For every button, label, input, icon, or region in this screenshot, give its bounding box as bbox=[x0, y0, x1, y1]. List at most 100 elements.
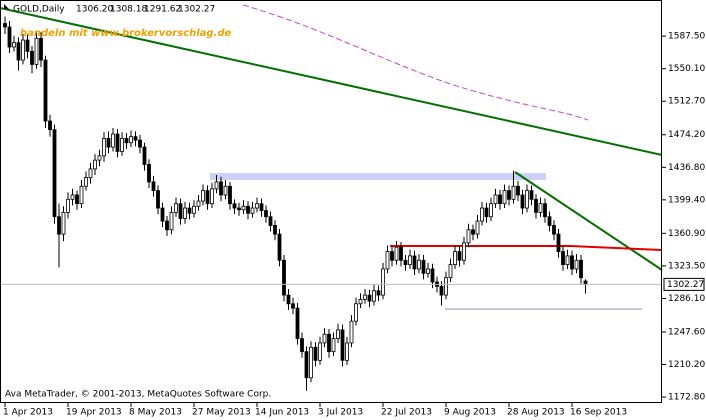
candle-body bbox=[403, 259, 408, 266]
candle-body bbox=[75, 194, 79, 205]
quote-close: 1302.27 bbox=[178, 5, 215, 15]
y-tick-label: 1360.90 bbox=[668, 229, 705, 239]
x-tick-label: 16 Sep 2013 bbox=[570, 408, 627, 418]
candle-body bbox=[543, 203, 547, 218]
candle-body bbox=[444, 277, 448, 296]
candle-body bbox=[493, 194, 498, 205]
candle-body bbox=[12, 42, 16, 48]
candle-body bbox=[367, 294, 372, 302]
candle-body bbox=[156, 190, 160, 209]
candle-body bbox=[448, 264, 453, 279]
y-tick-label: 1399.40 bbox=[668, 195, 705, 205]
candle-body bbox=[106, 137, 111, 148]
candle-body bbox=[7, 26, 12, 48]
candle-body bbox=[214, 181, 219, 190]
candle-body bbox=[255, 203, 259, 209]
candle-body bbox=[412, 255, 417, 270]
plot bbox=[0, 16, 662, 391]
candle-body bbox=[111, 133, 115, 148]
candle-body bbox=[349, 320, 354, 344]
x-tick-label: 9 Aug 2013 bbox=[444, 408, 496, 418]
symbol: GOLD,Daily bbox=[13, 5, 65, 15]
candle-body bbox=[475, 220, 480, 235]
candle-body bbox=[97, 155, 102, 161]
candle-body bbox=[421, 259, 426, 274]
candle-body bbox=[250, 207, 255, 214]
candle-body bbox=[129, 136, 133, 144]
y-tick-label: 1286.10 bbox=[668, 294, 705, 304]
trend-line bbox=[514, 171, 663, 271]
candle-body bbox=[160, 207, 165, 222]
y-tick-label: 1474.20 bbox=[668, 130, 705, 140]
candle-body bbox=[480, 207, 484, 222]
candle-body bbox=[372, 290, 376, 302]
candle-body bbox=[142, 146, 147, 165]
candle-body bbox=[489, 203, 493, 218]
candle-body bbox=[502, 190, 507, 205]
x-tick-label: 1 Apr 2013 bbox=[3, 408, 53, 418]
candle-body bbox=[219, 181, 223, 196]
candle-body bbox=[210, 188, 214, 205]
candle-body bbox=[277, 233, 282, 261]
candle-body bbox=[574, 259, 579, 270]
price-tag bbox=[663, 277, 705, 291]
candle-body bbox=[354, 303, 358, 322]
price-tag-label: 1302.27 bbox=[667, 280, 704, 290]
candle-body bbox=[399, 246, 403, 261]
moving-average bbox=[242, 4, 589, 121]
candle-body bbox=[556, 233, 561, 252]
x-tick-label: 22 Jul 2013 bbox=[381, 408, 432, 418]
candle-body bbox=[268, 216, 273, 226]
candle-body bbox=[394, 246, 399, 261]
y-tick-label: 1323.50 bbox=[668, 261, 705, 271]
candle-body bbox=[583, 280, 588, 285]
candle-body bbox=[16, 42, 21, 61]
candle-body bbox=[309, 346, 313, 379]
quote-high: 1308.18 bbox=[110, 5, 147, 15]
candle-body bbox=[345, 342, 349, 361]
plot-frame bbox=[0, 0, 662, 403]
candle-body bbox=[525, 190, 529, 209]
candle-body bbox=[520, 194, 525, 209]
candle-body bbox=[390, 251, 394, 261]
candle-body bbox=[205, 190, 210, 205]
candle-body bbox=[507, 190, 511, 200]
candle-body bbox=[286, 294, 291, 305]
candle-body bbox=[52, 129, 57, 218]
y-tick-label: 1550.10 bbox=[668, 64, 705, 74]
candle-body bbox=[165, 220, 169, 231]
candle-body bbox=[115, 133, 120, 152]
candle-body bbox=[3, 23, 7, 28]
candle-body bbox=[471, 229, 475, 235]
candle-body bbox=[291, 303, 295, 309]
support-line bbox=[390, 245, 663, 251]
candle-body bbox=[466, 229, 471, 244]
y-tick-label: 1247.60 bbox=[668, 327, 705, 337]
candle-body bbox=[61, 211, 66, 235]
candle-body bbox=[57, 216, 61, 235]
candle-body bbox=[547, 216, 552, 226]
candle-body bbox=[363, 294, 367, 300]
candle-body bbox=[30, 50, 34, 65]
candle-body bbox=[381, 268, 385, 296]
resistance-zone bbox=[210, 173, 546, 180]
candle-body bbox=[511, 185, 516, 200]
candle-body bbox=[70, 194, 75, 200]
candle-body bbox=[430, 268, 435, 283]
candle-body bbox=[196, 200, 201, 207]
candle-body bbox=[201, 190, 205, 202]
candle-body bbox=[426, 268, 430, 274]
trend-line bbox=[0, 7, 663, 156]
candle-body bbox=[192, 205, 196, 214]
candle-body bbox=[336, 329, 340, 339]
candle-body bbox=[25, 39, 30, 52]
candle-body bbox=[327, 333, 331, 353]
candle-body bbox=[358, 299, 363, 305]
candle-body bbox=[331, 338, 336, 353]
candle-body bbox=[376, 290, 381, 296]
candle-body bbox=[102, 137, 106, 157]
candle-body bbox=[187, 207, 192, 214]
candle-body bbox=[39, 37, 43, 61]
candle-body bbox=[516, 185, 520, 196]
y-tick-label: 1587.50 bbox=[668, 32, 705, 42]
